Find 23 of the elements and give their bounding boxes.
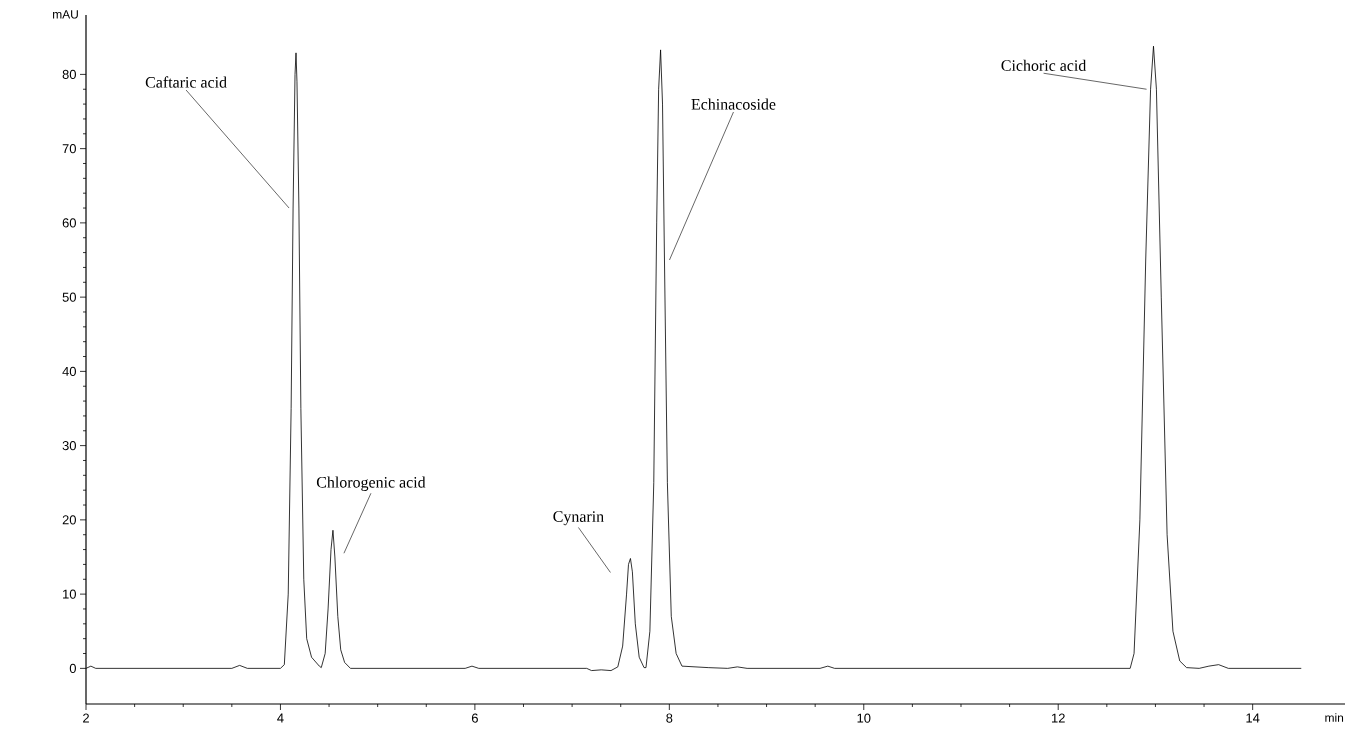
annotation: Caftaric acid xyxy=(145,76,227,88)
y-tick-label: 10 xyxy=(63,589,76,599)
y-tick-label: 50 xyxy=(62,292,76,302)
annotation: Chlorogenic acid xyxy=(316,476,426,491)
x-tick-label: 14 xyxy=(1246,713,1260,723)
x-tick-label: 8 xyxy=(666,713,673,723)
y-tick-label: 60 xyxy=(62,218,76,228)
annotation: Echinacoside xyxy=(691,98,776,110)
y-tick-label: 20 xyxy=(62,515,76,525)
x-tick-label: 12 xyxy=(1051,713,1065,723)
x-tick-label: 10 xyxy=(857,713,871,723)
annotation: Cichoric acid xyxy=(1001,59,1087,71)
annotation: Cynarin xyxy=(553,511,604,526)
x-axis-title: min xyxy=(1325,713,1344,722)
y-tick-label: 0 xyxy=(69,663,76,673)
y-tick-label: 80 xyxy=(62,69,76,79)
y-tick-label: 30 xyxy=(62,441,76,451)
y-tick-label: 40 xyxy=(62,366,76,376)
x-tick-label: 6 xyxy=(471,713,478,723)
y-axis-title: mAU xyxy=(53,10,78,19)
x-tick-label: 4 xyxy=(277,713,284,723)
x-tick-label: 2 xyxy=(83,713,89,723)
y-tick-label: 70 xyxy=(62,144,76,154)
